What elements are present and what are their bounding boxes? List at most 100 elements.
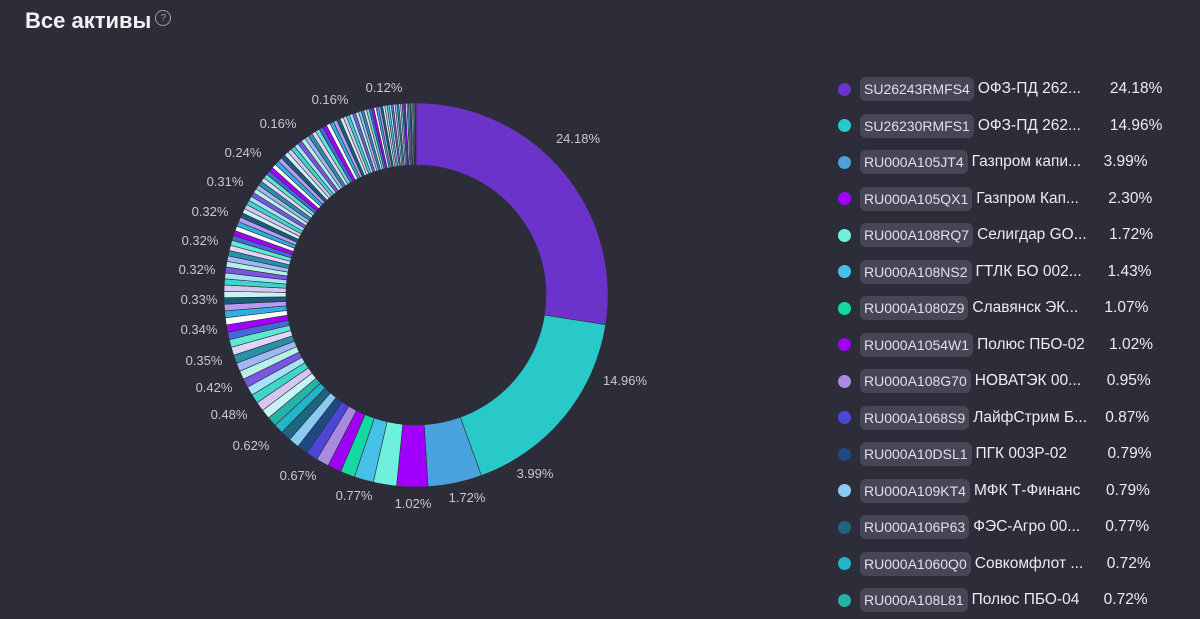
legend-item[interactable]: RU000A108RQ7 Селигдар GO... 1.72% xyxy=(838,217,1200,254)
legend-name: Совкомфлот ... xyxy=(974,554,1084,572)
slice-label: 0.62% xyxy=(233,438,270,453)
legend-isin-chip: RU000A108L81 xyxy=(860,588,968,613)
slice-label: 0.12% xyxy=(366,80,403,95)
legend-percent: 1.02% xyxy=(1109,335,1154,353)
legend-item[interactable]: RU000A108NS2 ГТЛК БО 002... 1.43% xyxy=(838,254,1200,291)
legend-name: Газпром капи... xyxy=(971,153,1082,171)
legend-item[interactable]: SU26243RMFS4 ОФЗ-ПД 262... 24.18% xyxy=(838,71,1200,108)
legend-isin-chip: RU000A1054W1 xyxy=(860,332,974,357)
legend-percent: 3.99% xyxy=(1103,153,1148,171)
legend-name: ГТЛК БО 002... xyxy=(975,262,1082,280)
legend-item[interactable]: SU26230RMFS1 ОФЗ-ПД 262... 14.96% xyxy=(838,108,1200,145)
slice-label: 0.16% xyxy=(260,116,297,131)
slice-label: 0.34% xyxy=(181,322,218,337)
legend-isin-chip: SU26230RMFS1 xyxy=(860,113,974,138)
legend-name: Славянск ЭК... xyxy=(972,299,1079,317)
legend-percent: 0.87% xyxy=(1105,408,1150,426)
legend-name: НОВАТЭК 00... xyxy=(974,372,1082,390)
legend-color-dot xyxy=(838,228,851,242)
legend-color-dot xyxy=(838,301,851,315)
legend-item[interactable]: RU000A105JT4 Газпром капи... 3.99% xyxy=(838,144,1200,181)
legend-isin-chip: RU000A10DSL1 xyxy=(860,442,972,467)
slice-label: 0.67% xyxy=(280,468,317,483)
legend-percent: 1.72% xyxy=(1109,226,1154,244)
legend-percent: 14.96% xyxy=(1109,116,1163,134)
slice-label: 3.99% xyxy=(517,466,554,481)
legend-item[interactable]: RU000A108L81 Полюс ПБО-04 0.72% xyxy=(838,582,1200,619)
legend-color-dot xyxy=(838,411,851,425)
legend-percent: 1.07% xyxy=(1104,299,1149,317)
legend-color-dot xyxy=(838,82,851,96)
legend-name: ЛайфСтрим Б... xyxy=(973,408,1088,426)
legend-item[interactable]: RU000A1068S9 ЛайфСтрим Б... 0.87% xyxy=(838,400,1200,437)
question-circle-icon[interactable]: ? xyxy=(155,10,172,26)
slice-label: 0.16% xyxy=(312,92,349,107)
slice-label: 0.32% xyxy=(182,233,219,248)
legend-name: ОФЗ-ПД 262... xyxy=(977,80,1081,98)
donut-slice[interactable] xyxy=(459,314,607,476)
page-title-text: Все активы xyxy=(25,8,152,33)
legend-item[interactable]: RU000A108G70 НОВАТЭК 00... 0.95% xyxy=(838,363,1200,400)
legend-item[interactable]: RU000A1080Z9 Славянск ЭК... 1.07% xyxy=(838,290,1200,327)
donut-chart: 24.18% 14.96% 3.99% 1.72% 1.02% 0.77% 0.67% 0.6… xyxy=(179,80,648,511)
slice-label: 1.72% xyxy=(449,490,486,505)
slice-label: 1.02% xyxy=(395,496,432,511)
legend-percent: 0.72% xyxy=(1103,591,1148,609)
slice-label: 0.42% xyxy=(196,380,233,395)
legend-isin-chip: RU000A1068S9 xyxy=(860,405,970,430)
legend-percent: 0.95% xyxy=(1106,372,1151,390)
legend-isin-chip: RU000A1060Q0 xyxy=(860,551,971,576)
legend-percent: 0.79% xyxy=(1105,481,1150,499)
legend-name: Селигдар GO... xyxy=(977,226,1087,244)
legend-percent: 0.72% xyxy=(1106,554,1151,572)
legend-name: Газпром Кап... xyxy=(976,189,1079,207)
legend-name: ПГК 003Р-02 xyxy=(975,445,1067,463)
legend-color-dot xyxy=(838,192,851,206)
legend-color-dot xyxy=(838,593,851,607)
legend-percent: 24.18% xyxy=(1109,80,1163,98)
slice-label: 0.31% xyxy=(207,174,244,189)
legend-isin-chip: RU000A108NS2 xyxy=(860,259,972,284)
legend-percent: 0.77% xyxy=(1105,518,1150,536)
legend-isin-chip: SU26243RMFS4 xyxy=(860,77,974,102)
slice-label: 0.77% xyxy=(336,488,373,503)
legend-name: ФЭС-Агро 00... xyxy=(973,518,1081,536)
page-title: Все активы ? xyxy=(25,8,172,34)
legend-isin-chip: RU000A108RQ7 xyxy=(860,223,974,248)
legend-percent: 2.30% xyxy=(1108,189,1153,207)
legend-item[interactable]: RU000A1054W1 Полюс ПБО-02 1.02% xyxy=(838,327,1200,364)
slice-label: 0.33% xyxy=(181,292,218,307)
legend-color-dot xyxy=(838,119,851,133)
slice-label: 0.24% xyxy=(225,145,262,160)
legend-name: МФК Т-Финанс xyxy=(973,481,1081,499)
legend-name: Полюс ПБО-04 xyxy=(971,591,1080,609)
legend-isin-chip: RU000A105JT4 xyxy=(860,150,968,175)
legend-color-dot xyxy=(838,155,851,169)
legend-color-dot xyxy=(838,447,851,461)
legend-isin-chip: RU000A108G70 xyxy=(860,369,971,394)
legend-color-dot xyxy=(838,484,851,498)
legend-item[interactable]: RU000A109KT4 МФК Т-Финанс 0.79% xyxy=(838,473,1200,510)
legend-color-dot xyxy=(838,374,851,388)
slice-label: 24.18% xyxy=(556,131,601,146)
slice-label: 0.48% xyxy=(211,407,248,422)
chart-legend: SU26243RMFS4 ОФЗ-ПД 262... 24.18% SU2623… xyxy=(838,71,1200,619)
legend-name: Полюс ПБО-02 xyxy=(977,335,1085,353)
donut-slice[interactable] xyxy=(415,102,609,326)
legend-item[interactable]: RU000A1060Q0 Совкомфлот ... 0.72% xyxy=(838,546,1200,583)
legend-isin-chip: RU000A109KT4 xyxy=(860,478,970,503)
donut-slice[interactable] xyxy=(415,102,417,166)
slice-label: 0.35% xyxy=(186,353,223,368)
legend-item[interactable]: RU000A105QX1 Газпром Кап... 2.30% xyxy=(838,181,1200,218)
legend-name: ОФЗ-ПД 262... xyxy=(977,116,1081,134)
legend-item[interactable]: RU000A106P63 ФЭС-Агро 00... 0.77% xyxy=(838,509,1200,546)
legend-color-dot xyxy=(838,338,851,352)
legend-item[interactable]: RU000A10DSL1 ПГК 003Р-02 0.79% xyxy=(838,436,1200,473)
legend-isin-chip: RU000A106P63 xyxy=(860,515,970,540)
slice-label: 14.96% xyxy=(603,373,648,388)
slice-label: 0.32% xyxy=(179,262,216,277)
legend-percent: 0.79% xyxy=(1107,445,1152,463)
legend-isin-chip: RU000A1080Z9 xyxy=(860,296,969,321)
legend-color-dot xyxy=(838,557,851,571)
legend-color-dot xyxy=(838,520,851,534)
